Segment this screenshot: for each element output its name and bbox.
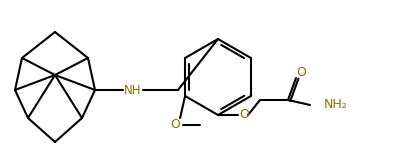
Text: O: O [170,119,179,131]
Text: NH₂: NH₂ [323,98,347,111]
Text: O: O [295,66,305,80]
Text: O: O [239,108,248,122]
Text: NH: NH [124,84,141,97]
